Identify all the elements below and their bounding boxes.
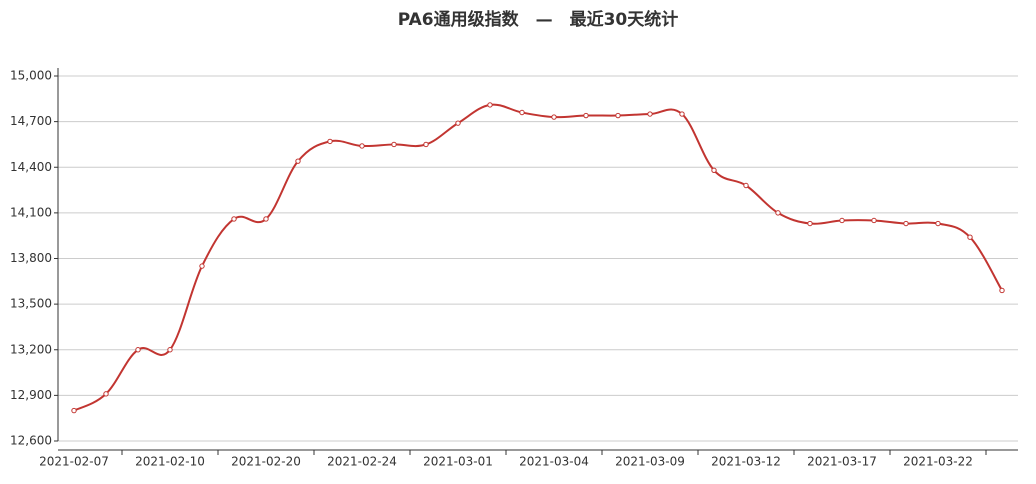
point [903,220,909,227]
point [775,210,781,216]
y-tick-label: 14,100 [10,205,52,219]
y-tick-label: 14,700 [10,114,52,128]
point [71,407,77,414]
point [295,158,301,164]
point [391,141,397,148]
point [679,111,685,117]
y-tick-label: 13,500 [10,297,52,311]
point [231,216,237,222]
point [135,347,141,353]
x-tick-label: 2021-02-10 [135,455,205,469]
x-tick-label: 2021-03-01 [423,455,493,469]
point [615,112,621,119]
line [73,103,1003,412]
point [103,391,109,397]
point [519,109,525,116]
point [359,143,365,149]
point [647,111,653,117]
point [839,217,845,224]
y-tick-label: 13,200 [10,342,52,356]
point [871,217,877,224]
x-tick-label: 2021-03-09 [615,455,685,469]
y-tick-label: 13,800 [10,251,52,265]
point [583,112,589,119]
y-tick-label: 12,600 [10,434,52,448]
point [167,347,173,353]
x-tick-label: 2021-03-12 [711,455,781,469]
point [199,263,205,269]
x-tick-label: 2021-03-22 [903,455,973,469]
x-tick-label: 2021-02-24 [327,455,397,469]
y-tick-label: 14,400 [10,160,52,174]
x-tick-label: 2021-02-20 [231,455,301,469]
y-tick-label: 12,900 [10,388,52,402]
point [807,220,813,227]
point [711,167,717,173]
point [999,287,1005,294]
point [967,234,973,240]
point [743,182,749,189]
x-tick-label: 2021-03-17 [807,455,877,469]
x-tick-label: 2021-02-07 [39,455,109,469]
x-tick-label: 2021-03-04 [519,455,589,469]
point [935,220,941,227]
point [263,216,269,222]
point [327,138,333,145]
point [551,114,557,120]
y-tick-label: 15,000 [10,69,52,83]
chart-title: PA6通用级指数 — 最近30天统计 [398,9,679,30]
point [455,120,461,126]
point [423,141,429,148]
point [487,102,493,108]
